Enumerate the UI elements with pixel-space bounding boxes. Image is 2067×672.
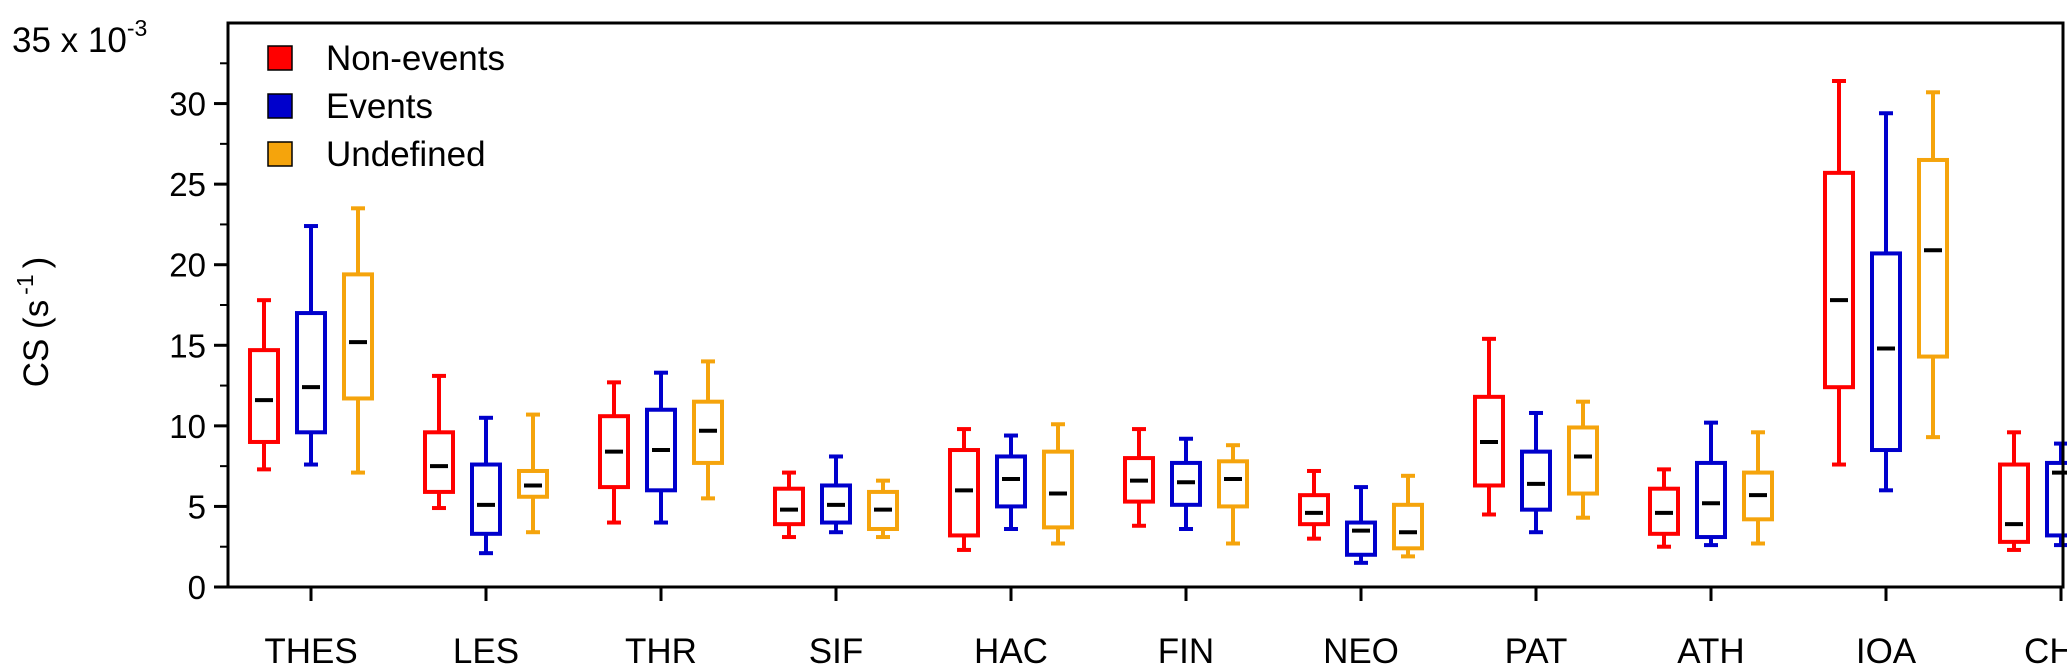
box-iqr: [470, 462, 502, 536]
y-tick-label: 0: [188, 569, 206, 606]
box-events-thes: [295, 224, 327, 467]
y-tick-label: 30: [169, 86, 206, 123]
legend-label: Non-events: [326, 39, 505, 78]
box-non-events-thes: [248, 298, 280, 472]
legend-swatch: [267, 141, 293, 167]
legend: Non-events Events Undefined: [267, 39, 505, 174]
y-tick-label: 20: [169, 247, 206, 284]
x-tick-label: LES: [453, 632, 519, 667]
box-non-events-hac: [948, 427, 980, 552]
exponent-label: 35 x 10-3: [12, 15, 147, 60]
box-non-events-thr: [598, 380, 630, 525]
x-tick-label: CHA: [2024, 632, 2067, 667]
box-iqr: [295, 311, 327, 435]
box-iqr: [423, 430, 455, 494]
box-undefined-thes: [342, 206, 374, 475]
box-iqr: [1917, 157, 1949, 359]
box-iqr: [1392, 502, 1424, 551]
box-iqr: [342, 272, 374, 401]
box-non-events-neo: [1298, 468, 1330, 541]
box-non-events-pat: [1473, 336, 1505, 517]
box-iqr: [1345, 520, 1377, 557]
box-iqr: [1042, 449, 1074, 530]
box-iqr: [1998, 462, 2030, 544]
box-undefined-hac: [1042, 422, 1074, 546]
x-tick-label: ATH: [1677, 632, 1744, 667]
x-tick-label: THR: [625, 632, 697, 667]
x-tick-label: SIF: [809, 632, 863, 667]
plot-area: [248, 79, 2067, 565]
x-tick-label: PAT: [1505, 632, 1568, 667]
box-non-events-ath: [1648, 467, 1680, 549]
x-tick-label: THES: [264, 632, 357, 667]
box-events-hac: [995, 433, 1027, 531]
x-tick-label: IOA: [1856, 632, 1917, 667]
y-axis-title: CS (s-1): [12, 257, 56, 388]
box-undefined-thr: [692, 359, 724, 501]
box-iqr: [1298, 493, 1330, 527]
box-undefined-fin: [1217, 443, 1249, 546]
box-iqr: [1695, 460, 1727, 540]
box-iqr: [1520, 449, 1552, 512]
box-iqr: [1567, 425, 1599, 496]
box-events-sif: [820, 454, 852, 535]
legend-swatch: [267, 45, 293, 71]
x-tick-label: FIN: [1158, 632, 1214, 667]
legend-label: Undefined: [326, 135, 486, 174]
box-events-thr: [645, 370, 677, 525]
box-events-les: [470, 415, 502, 556]
legend-label: Events: [326, 87, 433, 126]
box-iqr: [1870, 251, 1902, 453]
box-events-neo: [1345, 485, 1377, 565]
box-undefined-neo: [1392, 473, 1424, 559]
box-non-events-ioa: [1823, 79, 1855, 467]
y-tick-label: 15: [169, 327, 206, 364]
box-non-events-fin: [1123, 427, 1155, 528]
box-undefined-ath: [1742, 430, 1774, 546]
x-tick-label: NEO: [1323, 632, 1399, 667]
box-undefined-pat: [1567, 399, 1599, 520]
box-undefined-sif: [867, 478, 899, 540]
box-events-pat: [1520, 410, 1552, 535]
y-tick-label: 25: [169, 166, 206, 203]
box-iqr: [1217, 459, 1249, 509]
box-iqr: [248, 348, 280, 444]
box-non-events-les: [423, 373, 455, 511]
box-iqr: [1823, 170, 1855, 390]
y-tick-label: 5: [188, 488, 206, 525]
box-events-fin: [1170, 436, 1202, 531]
box-undefined-ioa: [1917, 90, 1949, 440]
box-undefined-les: [517, 412, 549, 535]
box-iqr: [948, 448, 980, 538]
box-iqr: [995, 454, 1027, 509]
legend-swatch: [267, 93, 293, 119]
box-events-ioa: [1870, 111, 1902, 493]
box-non-events-sif: [773, 470, 805, 540]
axes: 0 5 10 15 20 25 30 THES LES THR SIF HAC FIN NEO PAT ATH…: [169, 21, 2067, 671]
box-iqr: [692, 399, 724, 465]
box-iqr: [773, 486, 805, 527]
box-non-events-cha: [1998, 430, 2030, 552]
box-events-ath: [1695, 420, 1727, 548]
y-tick-label: 10: [169, 408, 206, 445]
x-tick-label: HAC: [974, 632, 1048, 667]
